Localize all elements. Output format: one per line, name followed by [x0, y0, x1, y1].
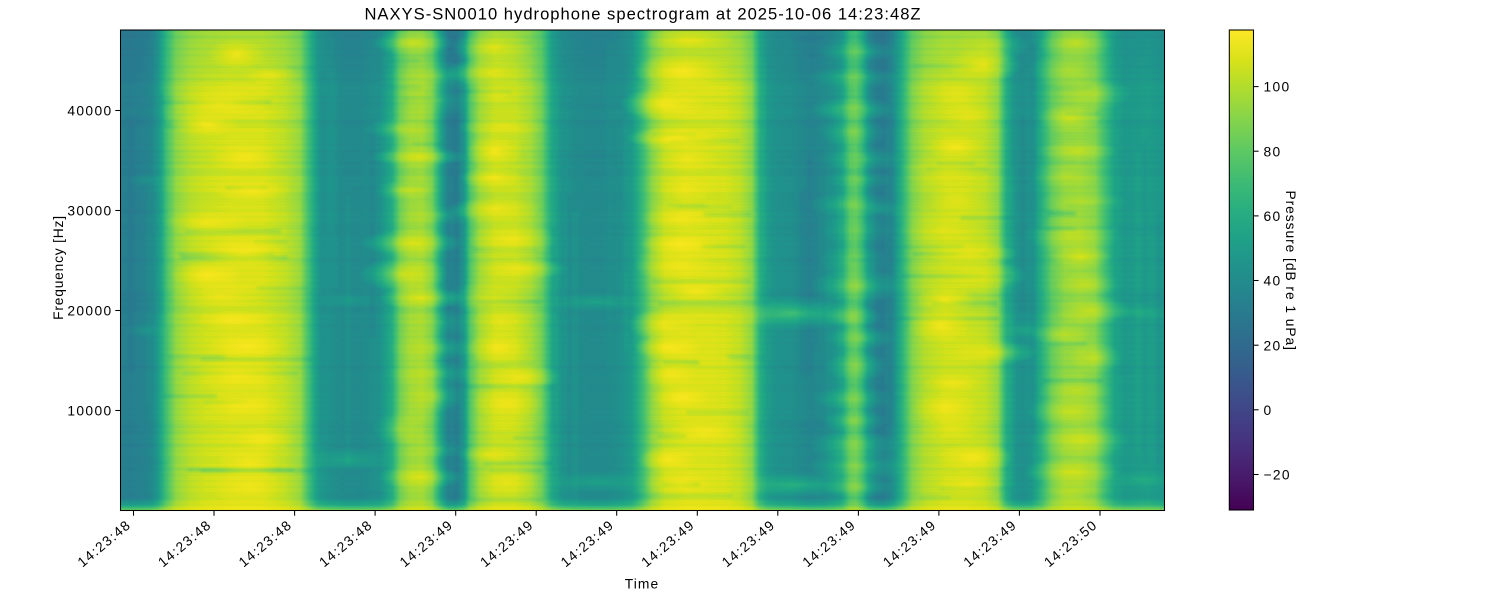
svg-text:14:23:49: 14:23:49 — [880, 517, 939, 570]
svg-text:14:23:49: 14:23:49 — [397, 517, 456, 570]
svg-text:80: 80 — [1264, 144, 1282, 159]
svg-text:20: 20 — [1264, 338, 1282, 353]
svg-text:Pressure [dB re 1 uPa]: Pressure [dB re 1 uPa] — [1283, 190, 1298, 350]
svg-text:40000: 40000 — [67, 104, 112, 119]
svg-text:60: 60 — [1264, 209, 1282, 224]
svg-text:14:23:49: 14:23:49 — [961, 517, 1020, 570]
svg-text:NAXYS-SN0010 hydrophone spectr: NAXYS-SN0010 hydrophone spectrogram at 2… — [364, 5, 921, 24]
svg-text:14:23:48: 14:23:48 — [155, 517, 214, 570]
svg-text:14:23:48: 14:23:48 — [75, 517, 134, 570]
svg-text:20000: 20000 — [67, 304, 112, 319]
svg-text:14:23:48: 14:23:48 — [236, 517, 295, 570]
svg-text:14:23:49: 14:23:49 — [639, 517, 698, 570]
svg-text:Frequency [Hz]: Frequency [Hz] — [51, 215, 66, 320]
svg-text:14:23:49: 14:23:49 — [800, 517, 859, 570]
svg-text:40: 40 — [1264, 274, 1282, 289]
svg-text:14:23:49: 14:23:49 — [719, 517, 778, 570]
svg-text:−20: −20 — [1264, 468, 1291, 483]
svg-text:100: 100 — [1264, 80, 1291, 95]
svg-text:Time: Time — [625, 577, 660, 592]
svg-text:30000: 30000 — [67, 204, 112, 219]
svg-text:14:23:50: 14:23:50 — [1041, 517, 1100, 570]
svg-text:14:23:49: 14:23:49 — [477, 517, 536, 570]
svg-text:10000: 10000 — [67, 404, 112, 419]
svg-text:14:23:49: 14:23:49 — [558, 517, 617, 570]
svg-text:0: 0 — [1264, 403, 1273, 418]
svg-text:14:23:48: 14:23:48 — [316, 517, 375, 570]
